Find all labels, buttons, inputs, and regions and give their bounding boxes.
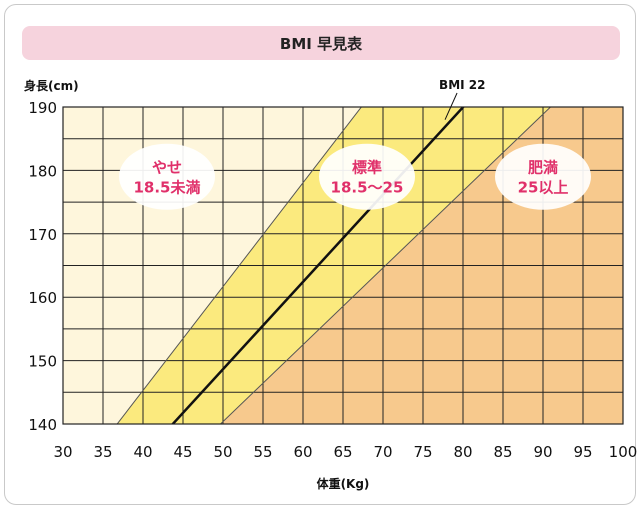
zone-name: 標準: [352, 159, 382, 177]
x-tick-label: 100: [609, 443, 638, 461]
y-tick-label: 170: [28, 226, 57, 244]
x-tick-label: 40: [133, 443, 152, 461]
zone-label-bubble: [319, 143, 415, 210]
zone-name: 肥満: [528, 159, 558, 177]
zone-range: 18.5未満: [133, 179, 200, 197]
zone-label-bubble: [119, 143, 215, 210]
bmi-22-leader-line: [444, 92, 458, 120]
x-tick-label: 85: [493, 443, 512, 461]
x-tick-label: 70: [373, 443, 392, 461]
x-axis-title: 体重(Kg): [317, 476, 370, 491]
x-tick-label: 95: [573, 443, 592, 461]
zone-range: 18.5〜25: [331, 179, 404, 197]
x-tick-label: 80: [453, 443, 472, 461]
x-tick-label: 35: [93, 443, 112, 461]
bmi-25-boundary-line: [219, 107, 552, 424]
bmi-22-line: [171, 107, 465, 424]
chart-title: BMI 早見表: [279, 34, 363, 53]
plot-frame: [62, 106, 624, 425]
y-tick-label: 180: [28, 162, 57, 180]
x-tick-label: 55: [253, 443, 272, 461]
x-tick-label: 90: [533, 443, 552, 461]
y-tick-label: 160: [28, 289, 57, 307]
x-tick-label: 30: [53, 443, 72, 461]
zone-label-1: 標準 18.5〜25: [319, 143, 415, 210]
x-tick-label: 45: [173, 443, 192, 461]
x-tick-label: 60: [293, 443, 312, 461]
y-tick-label: 190: [28, 99, 57, 117]
bmi-22-label: BMI 22: [439, 78, 485, 92]
zone-label-bubble: [495, 143, 591, 210]
x-tick-label: 65: [333, 443, 352, 461]
zone-label-2: 肥満 25以上: [495, 143, 591, 210]
chart-title-bar: BMI 早見表: [22, 26, 620, 60]
x-tick-label: 75: [413, 443, 432, 461]
zone-name: やせ: [152, 159, 182, 177]
y-tick-label: 140: [28, 416, 57, 434]
x-tick-label: 50: [213, 443, 232, 461]
zone-label-0: やせ 18.5未満: [119, 143, 215, 210]
y-tick-label: 150: [28, 353, 57, 371]
y-axis-title: 身長(cm): [24, 78, 79, 93]
bmi-18-5-boundary-line: [116, 107, 362, 424]
zone-range: 25以上: [518, 179, 569, 197]
